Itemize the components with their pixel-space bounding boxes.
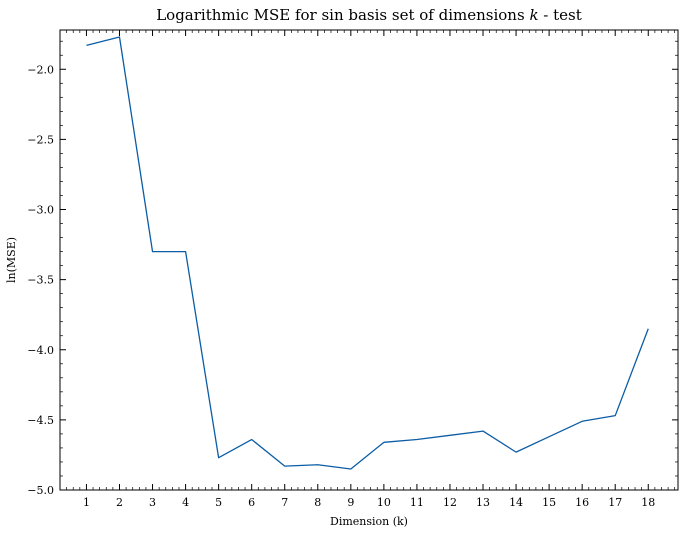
x-tick-label: 3 (149, 496, 156, 509)
x-tick-label: 6 (248, 496, 255, 509)
series-line (86, 36, 649, 470)
y-tick-label: −2.5 (27, 133, 54, 146)
x-tick-label: 14 (509, 496, 523, 509)
chart-title: Logarithmic MSE for sin basis set of dim… (156, 6, 582, 24)
chart-title-variable: k (529, 6, 538, 24)
x-tick-label: 18 (641, 496, 655, 509)
y-tick-label: −4.5 (27, 414, 54, 427)
x-tick-label: 12 (443, 496, 457, 509)
x-tick-label: 13 (476, 496, 490, 509)
x-tick-labels: 1 2 3 4 5 6 7 8 9 10 11 12 13 14 15 16 17 18 (83, 496, 655, 509)
x-tick-label: 4 (182, 496, 189, 509)
x-axis-label: Dimension (k) (330, 515, 408, 528)
y-tick-label: −3.5 (27, 274, 54, 287)
y-tick-label: −3.0 (27, 204, 54, 217)
y-tick-label: −4.0 (27, 344, 54, 357)
x-tick-label: 16 (575, 496, 589, 509)
chart-title-suffix: - test (539, 6, 582, 24)
x-tick-label: 9 (347, 496, 354, 509)
x-tick-label: 15 (542, 496, 556, 509)
y-tick-labels: −5.0 −4.5 −4.0 −3.5 −3.0 −2.5 −2.0 (27, 63, 54, 497)
y-axis-label: ln(MSE) (5, 237, 18, 283)
x-tick-label: 2 (116, 496, 123, 509)
x-tick-label: 17 (608, 496, 622, 509)
y-tick-label: −2.0 (27, 63, 54, 76)
x-tick-label: 5 (215, 496, 222, 509)
y-tick-label: −5.0 (27, 484, 54, 497)
major-ticks (60, 30, 678, 491)
x-tick-label: 1 (83, 496, 90, 509)
x-tick-label: 11 (410, 496, 424, 509)
x-tick-label: 8 (314, 496, 321, 509)
x-tick-label: 7 (281, 496, 288, 509)
x-tick-label: 10 (377, 496, 391, 509)
chart-title-prefix: Logarithmic MSE for sin basis set of dim… (156, 6, 529, 24)
plot-frame (59, 29, 679, 491)
